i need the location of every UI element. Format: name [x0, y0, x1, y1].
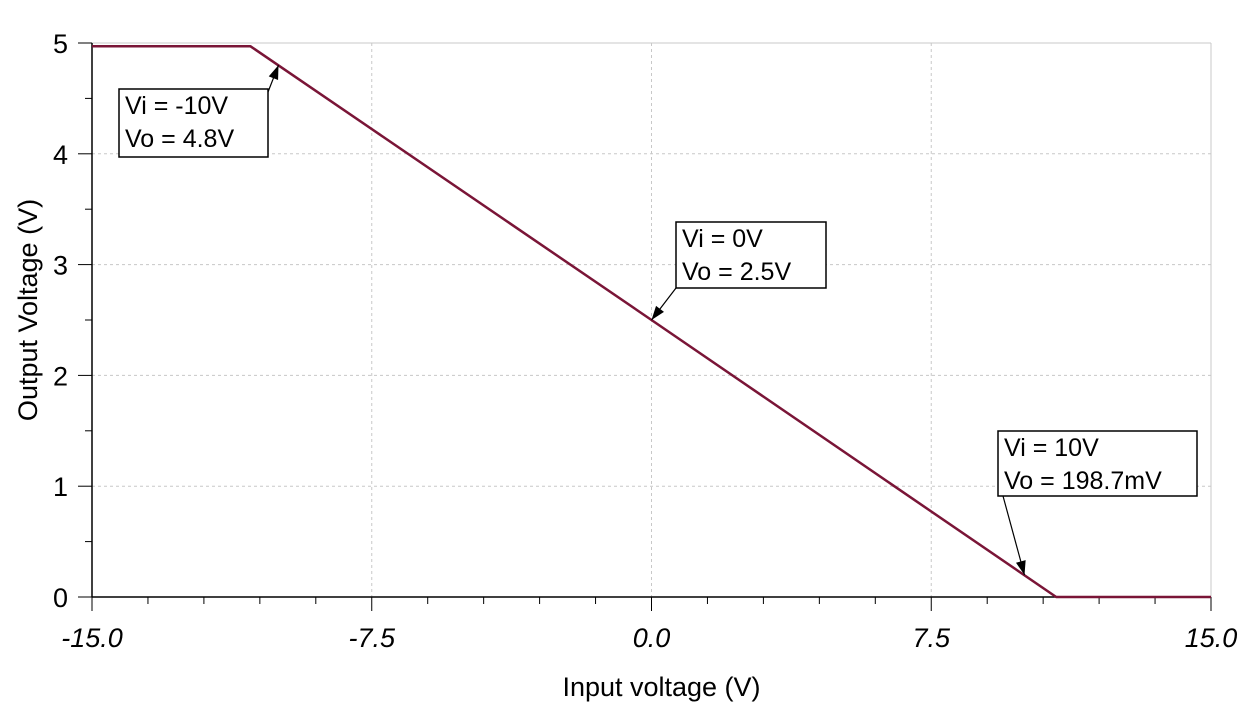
annotation-text: Vo = 2.5V: [682, 258, 791, 286]
y-tick-label: 3: [53, 251, 68, 281]
annotation-arrowhead: [651, 305, 664, 320]
x-tick-label: 0.0: [633, 623, 671, 653]
x-tick-label: -7.5: [348, 623, 396, 653]
annotation-callout: Vi = -10V Vo = 4.8V: [118, 64, 280, 158]
annotation-arrowhead: [1015, 560, 1026, 575]
annotation-arrowhead: [268, 65, 279, 81]
annotation-text: Vi = 0V: [682, 225, 763, 253]
annotation-text: Vi = 10V: [1004, 434, 1099, 462]
annotation-text: Vo = 4.8V: [125, 125, 234, 153]
annotation-callout: Vi = 10V Vo = 198.7mV: [997, 430, 1198, 576]
ticks: -15.0 -7.5 0.0 7.5 15.0 0 1 2 3 4 5: [53, 29, 1237, 653]
y-axis-title: Output Voltage (V): [13, 199, 43, 421]
y-tick-label: 2: [53, 361, 68, 391]
annotation-box: [675, 221, 827, 289]
annotation-callout: Vi = 0V Vo = 2.5V: [651, 221, 827, 321]
x-tick-label: 15.0: [1185, 623, 1238, 653]
x-tick-label: -15.0: [61, 623, 123, 653]
annotation-box: [118, 88, 269, 158]
y-tick-label: 1: [53, 472, 68, 502]
annotation-text: Vi = -10V: [125, 92, 228, 120]
annotation-text: Vo = 198.7mV: [1004, 467, 1162, 495]
x-axis-title: Input voltage (V): [562, 672, 760, 702]
annotation-box: [997, 430, 1198, 497]
annotations: Vi = -10V Vo = 4.8V Vi = 0V Vo = 2.5V Vi = 1…: [118, 64, 1198, 576]
x-tick-label: 7.5: [912, 623, 951, 653]
y-tick-label: 0: [53, 583, 68, 613]
y-tick-label: 4: [53, 140, 68, 170]
y-tick-label: 5: [53, 29, 68, 59]
